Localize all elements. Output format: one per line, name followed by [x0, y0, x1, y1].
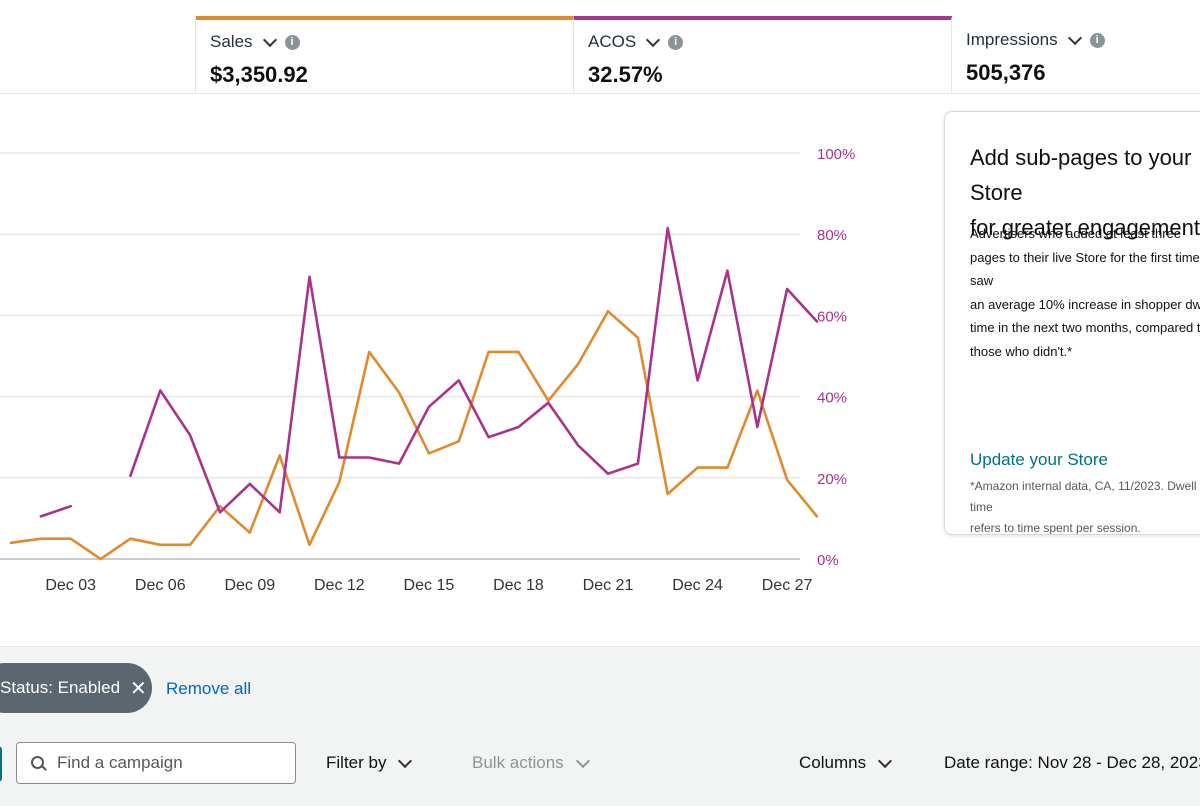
- metric-card-acos[interactable]: ACOS i 32.57%: [574, 16, 952, 93]
- x-axis-tick-label: Dec 21: [583, 577, 634, 594]
- metric-card-impressions[interactable]: Impressions i 505,376: [952, 16, 1200, 93]
- x-axis-tick-label: Dec 27: [762, 577, 813, 594]
- metric-value-impressions: 505,376: [966, 60, 1046, 85]
- metric-label-sales: Sales: [210, 32, 253, 51]
- x-axis-tick-label: Dec 18: [493, 577, 544, 594]
- campaign-search[interactable]: [16, 742, 296, 784]
- x-axis-tick-label: Dec 12: [314, 577, 365, 594]
- x-axis-tick-label: Dec 06: [135, 577, 186, 594]
- chevron-down-icon[interactable]: [1067, 30, 1082, 46]
- select-all-checkbox[interactable]: [0, 746, 2, 782]
- close-icon[interactable]: ✕: [130, 677, 147, 700]
- promo-card: Add sub-pages to your Store for greater …: [944, 111, 1200, 535]
- metric-card-blank: [0, 16, 196, 93]
- date-range-picker[interactable]: Date range: Nov 28 - Dec 28, 2023: [944, 753, 1200, 772]
- status-filter-label: Status: Enabled: [0, 678, 121, 697]
- x-axis-tick-label: Dec 24: [672, 577, 723, 594]
- metric-label-impressions: Impressions: [966, 30, 1058, 49]
- status-filter-chip[interactable]: Status: Enabled ✕: [0, 663, 152, 713]
- y-axis-tick-label: 0%: [817, 552, 839, 569]
- remove-all-link[interactable]: Remove all: [166, 679, 252, 698]
- x-axis-tick-label: Dec 15: [404, 577, 455, 594]
- columns-dropdown[interactable]: Columns: [799, 753, 893, 773]
- x-axis-tick-label: Dec 03: [45, 577, 96, 594]
- filter-toolbar: Status: Enabled ✕ Remove all Filter by B…: [0, 646, 1200, 806]
- series-line-acos: [129, 226, 819, 514]
- metric-value-sales: $3,350.92: [210, 62, 308, 87]
- promo-footnote: *Amazon internal data, CA, 11/2023. Dwel…: [970, 479, 1197, 535]
- filter-by-label: Filter by: [326, 753, 387, 772]
- y-axis-tick-label: 60%: [817, 308, 847, 325]
- performance-chart: 0% 20% 40% 60% 80% 100% Dec 03 Dec 06 Dec 09 Dec …: [0, 100, 940, 620]
- chart-svg: 0% 20% 40% 60% 80% 100% Dec 03 Dec 06 Dec 09 Dec …: [0, 146, 855, 594]
- info-icon[interactable]: i: [668, 34, 684, 50]
- series-line-sales: [9, 310, 819, 561]
- bulk-actions-dropdown[interactable]: Bulk actions: [472, 753, 590, 773]
- update-store-link[interactable]: Update your Store: [970, 450, 1108, 469]
- chevron-down-icon[interactable]: [646, 32, 661, 48]
- promo-body: Advertisers who added at least three pag…: [970, 226, 1200, 359]
- metric-card-sales[interactable]: Sales i $3,350.92: [196, 16, 574, 93]
- chevron-down-icon: [878, 753, 893, 769]
- series-line-acos: [39, 504, 72, 518]
- x-axis-tick-label: Dec 09: [224, 577, 275, 594]
- chevron-down-icon: [398, 753, 413, 769]
- chevron-down-icon[interactable]: [262, 32, 277, 48]
- info-icon[interactable]: i: [284, 34, 300, 50]
- search-input[interactable]: [55, 752, 279, 774]
- promo-title: Add sub-pages to your Store for greater …: [970, 145, 1200, 240]
- columns-label: Columns: [799, 753, 867, 772]
- chevron-down-icon: [575, 753, 590, 769]
- y-axis-tick-label: 80%: [817, 227, 847, 244]
- y-axis-tick-label: 40%: [817, 390, 847, 407]
- search-icon: [31, 756, 45, 770]
- info-icon[interactable]: i: [1089, 32, 1105, 48]
- bulk-actions-label: Bulk actions: [472, 753, 564, 772]
- y-axis-tick-label: 100%: [817, 146, 855, 163]
- metric-value-acos: 32.57%: [588, 62, 663, 87]
- metric-label-acos: ACOS: [588, 32, 637, 51]
- filter-by-dropdown[interactable]: Filter by: [326, 753, 413, 773]
- y-axis-tick-label: 20%: [817, 471, 847, 488]
- metrics-bar: Sales i $3,350.92 ACOS i 32.57% Impressi…: [0, 0, 1200, 94]
